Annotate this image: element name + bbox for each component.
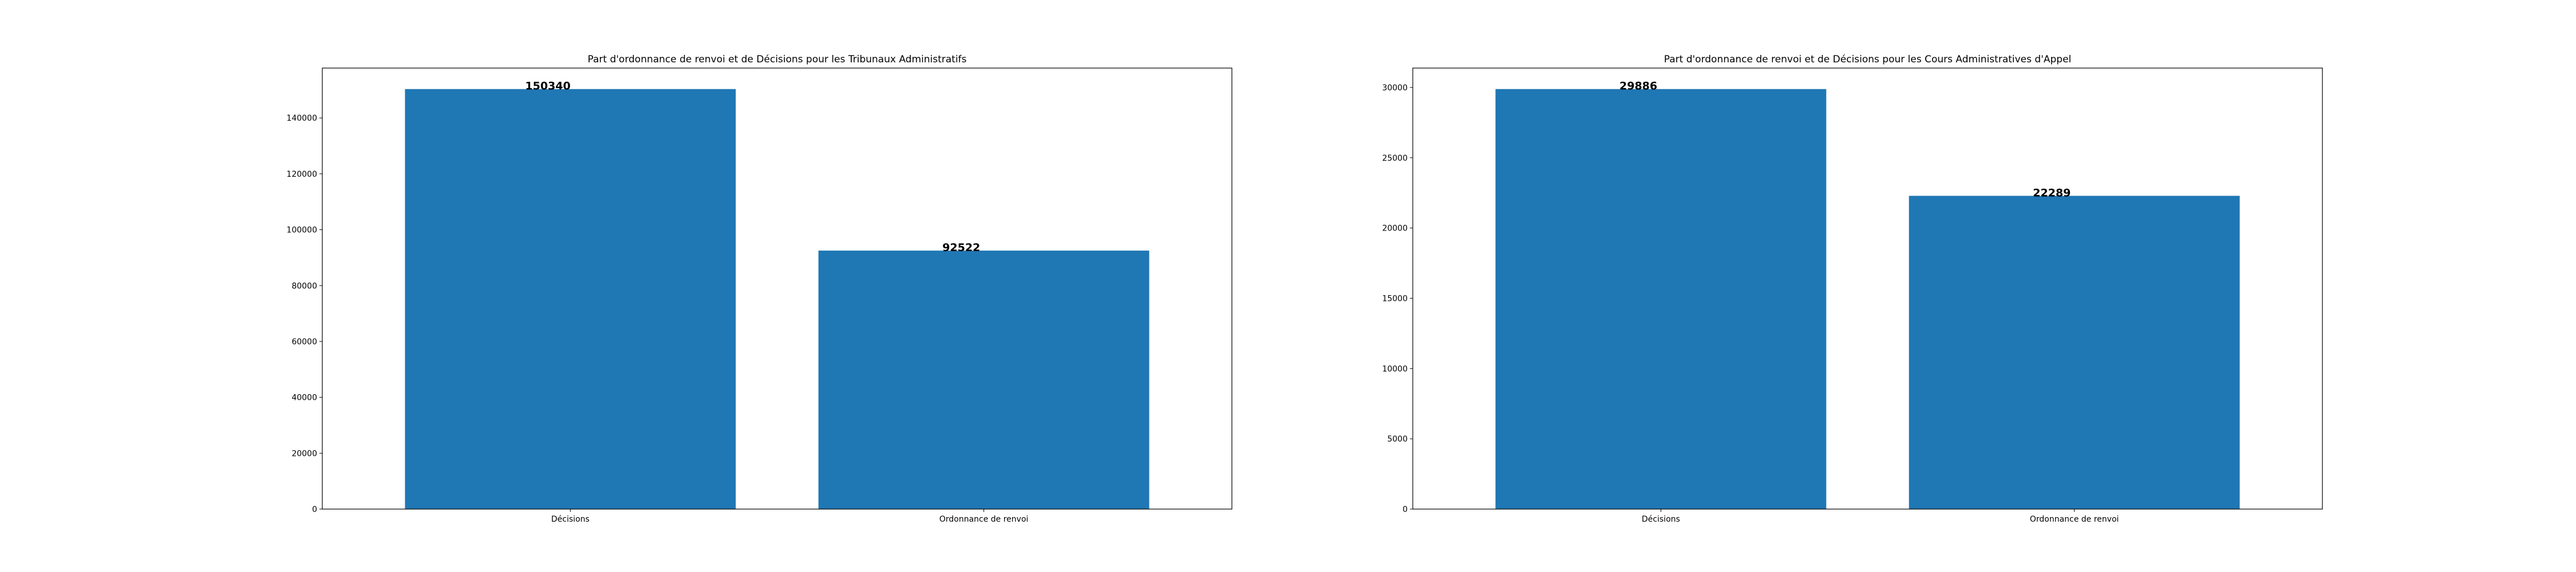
x-tick-label: Décisions [1642,515,1680,524]
y-tick-label: 0 [312,505,317,514]
bar-ordonnance-de-renvoi [818,251,1149,509]
bar-decisions [405,89,736,509]
y-tick-label: 25000 [1382,154,1408,163]
y-tick-label: 140000 [287,114,317,123]
chart-cours-administratives-appel: Part d'ordonnance de renvoi et de Décisi… [1382,54,2323,524]
y-tick-label: 5000 [1387,435,1408,444]
bar-ordonnance-de-renvoi [1909,196,2240,509]
chart-tribunaux-administratifs: Part d'ordonnance de renvoi et de Décisi… [287,54,1232,524]
y-tick-label: 80000 [291,281,317,291]
y-tick-label: 100000 [287,226,317,235]
x-tick-label: Décisions [551,515,590,524]
data-label: 29886 [1619,80,1657,93]
y-tick-label: 120000 [287,170,317,179]
y-tick-label: 30000 [1382,84,1408,93]
x-tick-label: Ordonnance de renvoi [2030,515,2119,524]
data-label: 92522 [942,241,980,254]
bar-decisions [1495,89,1827,509]
y-tick-label: 20000 [1382,224,1408,233]
data-label: 150340 [525,80,570,93]
y-tick-label: 20000 [291,449,317,458]
y-tick-label: 40000 [291,394,317,403]
y-tick-label: 60000 [291,337,317,347]
x-tick-label: Ordonnance de renvoi [939,515,1029,524]
plot-frame [322,67,1232,510]
chart-title: Part d'ordonnance de renvoi et de Décisi… [587,54,966,65]
data-label: 22289 [2033,186,2071,199]
chart-title: Part d'ordonnance de renvoi et de Décisi… [1664,54,2072,65]
y-tick-label: 0 [1402,505,1408,514]
y-tick-label: 10000 [1382,364,1408,374]
plot-frame [1412,67,2323,510]
y-tick-label: 15000 [1382,294,1408,303]
